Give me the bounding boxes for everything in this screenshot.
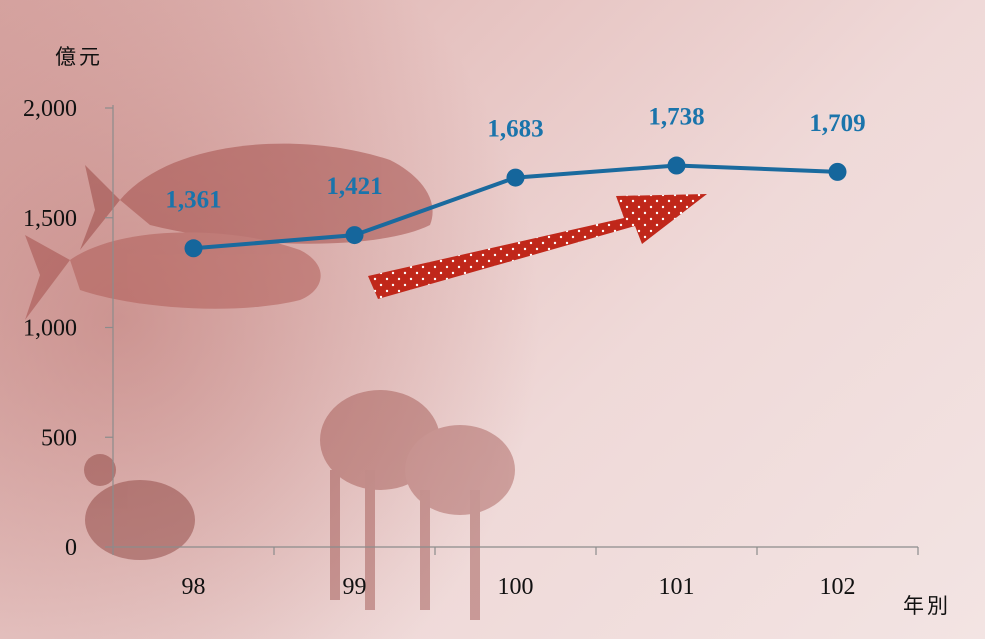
trend-arrow <box>368 194 707 299</box>
data-point-marker <box>184 239 203 258</box>
x-tick-label: 101 <box>659 574 695 600</box>
y-axis-ticks: 0 500 1,000 1,500 2,000 <box>23 96 113 561</box>
data-point-marker <box>506 168 525 187</box>
x-axis-unit-label: 年別 <box>903 594 951 618</box>
x-tick-label: 102 <box>820 574 856 600</box>
data-label: 1,361 <box>165 186 221 213</box>
x-tick-label: 99 <box>343 574 367 600</box>
y-tick-label: 0 <box>65 535 77 561</box>
line-series: 1,361 1,421 1,683 1,738 1,709 <box>165 104 866 258</box>
y-tick-label: 1,500 <box>23 206 77 232</box>
data-label: 1,683 <box>487 116 543 143</box>
x-tick-label: 100 <box>498 574 534 600</box>
y-tick-label: 500 <box>41 425 77 451</box>
y-axis-unit-label: 億元 <box>55 45 103 69</box>
data-point-marker <box>345 226 364 245</box>
x-tick-label: 98 <box>182 574 206 600</box>
data-point-marker <box>667 156 686 175</box>
data-point-marker <box>828 162 847 181</box>
data-label: 1,421 <box>326 173 382 200</box>
deer-illustration <box>320 390 515 620</box>
y-tick-label: 2,000 <box>23 96 77 122</box>
y-tick-label: 1,000 <box>23 316 77 342</box>
data-label: 1,738 <box>648 104 704 131</box>
x-axis-ticks: 98 99 100 101 102 <box>112 547 919 600</box>
fish-illustration <box>25 143 433 320</box>
data-label: 1,709 <box>809 110 865 137</box>
